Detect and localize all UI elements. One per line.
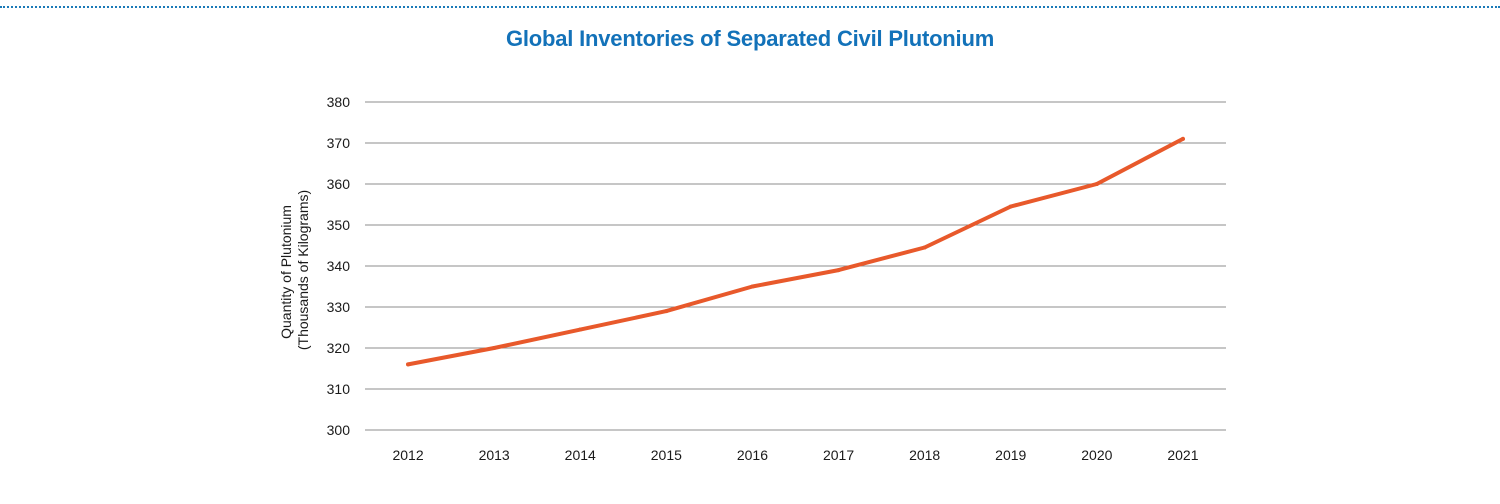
x-tick-label: 2012	[392, 447, 423, 463]
y-tick-label: 320	[327, 340, 351, 356]
chart-title: Global Inventories of Separated Civil Pl…	[505, 26, 995, 51]
y-tick-label: 330	[327, 299, 351, 315]
data-point-2021	[1180, 136, 1185, 141]
y-tick-label: 340	[327, 258, 351, 274]
data-point-2014	[578, 327, 583, 332]
y-tick-label: 350	[327, 217, 351, 233]
y-tick-label: 380	[327, 94, 351, 110]
y-tick-label: 310	[327, 381, 351, 397]
series-lines	[406, 136, 1185, 367]
data-point-2016	[750, 284, 755, 289]
data-point-2018	[922, 245, 927, 250]
y-tick-labels: 300 310 320 330 340 350 360 370 380	[327, 94, 351, 438]
y-tick-label: 300	[327, 422, 351, 438]
y-tick-label: 360	[327, 176, 351, 192]
x-tick-label: 2016	[737, 447, 768, 463]
gridlines	[365, 101, 1226, 431]
y-axis-label-line-2: (Thousands of Kilograms)	[295, 190, 311, 350]
x-tick-labels: 2012 2013 2014 2015 2016 2017 2018 2019 2020 2021	[392, 447, 1198, 463]
y-tick-label: 370	[327, 135, 351, 151]
x-tick-label: 2020	[1081, 447, 1112, 463]
data-point-2015	[664, 309, 669, 314]
x-tick-label: 2013	[479, 447, 510, 463]
x-tick-label: 2014	[565, 447, 596, 463]
y-axis-label: Quantity of Plutonium (Thousands of Kilo…	[278, 190, 311, 350]
x-tick-label: 2017	[823, 447, 854, 463]
x-tick-label: 2015	[651, 447, 682, 463]
series-line	[406, 136, 1185, 367]
data-point-2012	[406, 362, 411, 367]
data-point-2020	[1094, 182, 1099, 186]
data-point-2013	[492, 346, 497, 350]
data-point-2019	[1008, 204, 1013, 209]
y-axis-label-line-1: Quantity of Plutonium	[278, 205, 294, 339]
x-tick-label: 2019	[995, 447, 1026, 463]
top-dotted-rule	[0, 6, 1500, 8]
x-tick-label: 2021	[1167, 447, 1198, 463]
data-point-2017	[836, 268, 841, 273]
x-tick-label: 2018	[909, 447, 940, 463]
